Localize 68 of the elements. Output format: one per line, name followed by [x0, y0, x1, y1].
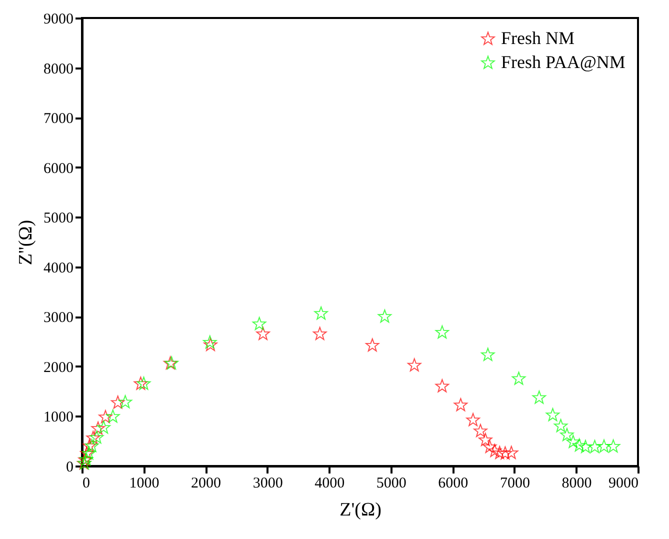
- point: [82, 438, 96, 452]
- point: [466, 412, 480, 426]
- point: [90, 430, 104, 444]
- point: [136, 376, 151, 390]
- point: [91, 421, 105, 435]
- point: [454, 398, 468, 412]
- point: [118, 395, 132, 408]
- point: [86, 430, 100, 444]
- legend-label: Fresh PAA@NM: [501, 52, 626, 72]
- point: [566, 434, 580, 448]
- y-tick-label: 5000: [44, 210, 74, 227]
- point: [365, 338, 380, 352]
- x-axis-title: Z'(Ω): [340, 500, 382, 520]
- y-tick-label: 4000: [44, 260, 74, 276]
- point: [204, 338, 218, 351]
- y-tick-label: 9000: [44, 12, 74, 28]
- y-tick-label: 3000: [44, 310, 74, 326]
- point: [554, 418, 568, 432]
- point: [546, 408, 560, 422]
- point: [572, 438, 586, 452]
- point: [85, 438, 99, 452]
- point: [407, 358, 422, 372]
- point: [512, 372, 526, 385]
- x-tick-label: 0: [82, 476, 90, 492]
- point: [378, 309, 392, 323]
- point: [134, 376, 148, 390]
- x-tick-label: 9000: [608, 476, 638, 492]
- y-tick-label: 8000: [44, 61, 74, 78]
- x-tick-label: 5000: [376, 476, 406, 492]
- y-tick-label: 1000: [44, 410, 74, 426]
- point: [110, 396, 125, 409]
- point: [588, 440, 602, 454]
- point: [106, 410, 120, 423]
- point: [435, 379, 450, 392]
- point: [256, 326, 270, 340]
- y-tick-label: 0: [66, 460, 74, 476]
- point: [504, 446, 518, 459]
- x-tick-label: 3000: [252, 476, 283, 492]
- x-tick-label: 2000: [191, 476, 222, 492]
- point: [474, 424, 488, 438]
- x-tick-label: 7000: [500, 476, 530, 492]
- x-tick-label: 8000: [562, 476, 592, 492]
- y-tick-label: 2000: [44, 360, 74, 376]
- point: [481, 348, 495, 361]
- point: [314, 306, 328, 320]
- point: [312, 326, 327, 340]
- point: [482, 440, 497, 454]
- x-tick-label: 4000: [314, 476, 345, 492]
- point: [435, 325, 450, 339]
- point: [203, 335, 217, 348]
- point: [498, 446, 512, 460]
- point: [488, 444, 502, 457]
- y-axis-title: Z''(Ω): [16, 220, 36, 266]
- point: [578, 440, 592, 454]
- legend-label: Fresh NM: [501, 28, 575, 48]
- y-tick-label: 7000: [44, 111, 74, 128]
- point: [98, 410, 112, 424]
- point: [560, 428, 574, 442]
- y-tick-label: 6000: [44, 160, 74, 177]
- point: [96, 420, 110, 434]
- point: [597, 439, 611, 453]
- point: [492, 446, 506, 459]
- point: [252, 316, 266, 330]
- point: [532, 390, 546, 404]
- x-tick-label: 1000: [129, 476, 160, 492]
- point: [478, 432, 492, 446]
- point: [606, 439, 620, 453]
- x-tick-label: 6000: [438, 476, 468, 492]
